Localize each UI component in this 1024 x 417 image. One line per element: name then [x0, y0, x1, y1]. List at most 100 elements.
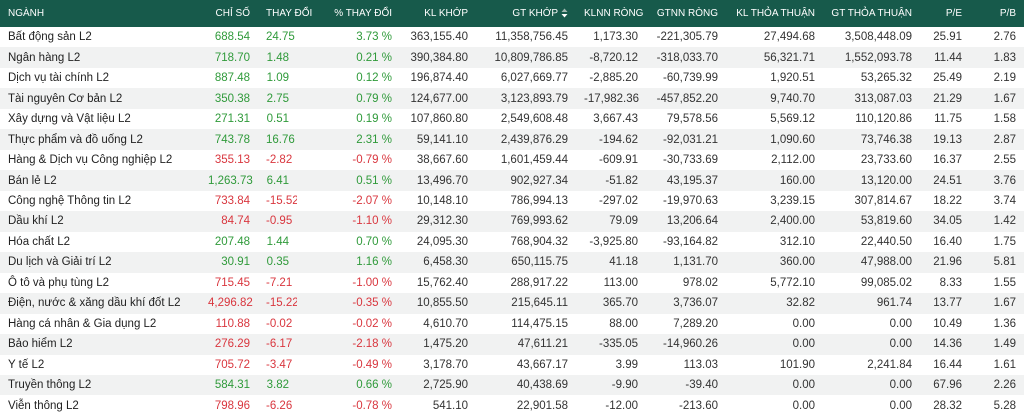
cell: 24.75 — [266, 31, 295, 44]
cell: 3,736.07 — [646, 293, 726, 314]
industry-name: Dịch vụ tài chính L2 — [8, 72, 110, 85]
cell: 363,155.40 — [410, 31, 468, 44]
column-header[interactable]: P/B — [970, 0, 1024, 27]
cell: 124,677.00 — [400, 88, 476, 109]
cell: -2.07 % — [352, 194, 392, 207]
column-header-label: GT KHỚP — [512, 8, 558, 19]
cell: 10.49 — [933, 317, 962, 330]
table-row: Thực phẩm và đồ uống L2 743.78 16.76 2.31 %… — [0, 129, 1024, 150]
column-header[interactable]: KL THỎA THUẬN — [726, 0, 823, 27]
cell: 1,920.51 — [770, 72, 815, 85]
cell: 2.26 — [970, 374, 1024, 396]
cell: 47,611.21 — [476, 334, 576, 355]
cell: 53,819.60 — [823, 211, 920, 232]
cell: 2,439,876.29 — [476, 129, 576, 150]
cell: 73,746.38 — [823, 129, 920, 150]
cell: 14.36 — [920, 334, 970, 355]
cell: -0.02 — [266, 317, 293, 330]
cell: 743.78 — [200, 129, 258, 150]
column-header[interactable]: P/E — [920, 0, 970, 27]
industry-name: Hàng & Dịch vụ Công nghiệp L2 — [8, 154, 173, 167]
cell: 10,855.50 — [400, 293, 476, 314]
cell: 3.73 % — [356, 31, 392, 44]
column-header[interactable]: CHỈ SỐ — [200, 0, 258, 27]
cell: 1.58 — [993, 113, 1016, 126]
cell: 107,860.80 — [410, 113, 468, 126]
column-header[interactable]: GT THỎA THUẬN — [823, 0, 920, 27]
cell: 390,384.80 — [400, 47, 476, 68]
cell: 3.76 — [970, 170, 1024, 191]
cell: -60,739.99 — [663, 72, 718, 85]
column-header[interactable]: KLNN RÒNG — [576, 0, 646, 27]
table-row: Truyền thông L2 584.31 3.82 0.66 % 2,725.90 4… — [0, 374, 1024, 396]
cell: 38,667.60 — [416, 154, 468, 167]
column-header-label: THAY ĐỔI — [266, 8, 313, 19]
cell: 288,917.22 — [510, 276, 568, 289]
cell: 1,131.70 — [646, 252, 726, 273]
column-header[interactable]: GTNN RÒNG — [646, 0, 726, 27]
cell: 350.38 — [200, 88, 258, 109]
industry-name: Du lịch và Giải trí L2 — [0, 252, 200, 273]
cell: 7,289.20 — [673, 317, 718, 330]
cell: 22,901.58 — [516, 399, 568, 412]
cell: 313,087.03 — [823, 88, 920, 109]
cell: 1,601,459.44 — [500, 154, 568, 167]
cell: 2,241.84 — [867, 358, 912, 371]
cell: 24.51 — [920, 170, 970, 191]
cell: 2.31 % — [297, 129, 400, 150]
cell: 32.82 — [726, 293, 823, 314]
column-header[interactable]: KL KHỚP — [400, 0, 476, 27]
cell: 0.79 % — [297, 88, 400, 109]
industry-name: Truyền thông L2 — [0, 374, 200, 396]
cell: 41.18 — [576, 252, 646, 273]
industry-name: Ô tô và phụ tùng L2 — [8, 276, 110, 289]
cell: 768,904.32 — [510, 235, 568, 248]
industry-name: Bất động sản L2 — [8, 31, 92, 44]
industry-name: Viễn thông L2 — [8, 399, 79, 412]
cell: 0.00 — [889, 399, 912, 412]
cell: 3,667.43 — [593, 113, 638, 126]
cell: 215,645.11 — [476, 293, 576, 314]
column-header[interactable]: NGÀNH — [0, 0, 200, 27]
cell: -194.62 — [576, 129, 646, 150]
cell: 5,772.10 — [770, 276, 815, 289]
cell: 0.70 % — [356, 235, 392, 248]
cell: -51.82 — [576, 170, 646, 191]
table-row: Viễn thông L2 798.96 -6.26 -0.78 % 541.10 22,… — [0, 395, 1024, 415]
cell: 9,740.70 — [726, 88, 823, 109]
cell: 3.82 — [258, 374, 297, 396]
industry-name: Ngân hàng L2 — [0, 47, 200, 68]
cell: 88.00 — [609, 317, 638, 330]
cell: 16.37 — [933, 154, 962, 167]
cell: 114,475.15 — [511, 317, 568, 330]
cell: 59,141.10 — [400, 129, 476, 150]
cell: -213.60 — [678, 399, 718, 412]
cell: 705.72 — [214, 358, 250, 371]
cell: 5,569.12 — [770, 113, 815, 126]
cell: -3.47 — [266, 358, 293, 371]
cell: -221,305.79 — [656, 31, 718, 44]
cell: -19,970.63 — [663, 194, 718, 207]
cell: 688.54 — [214, 31, 250, 44]
cell: 8.33 — [939, 276, 962, 289]
cell: 22,440.50 — [860, 235, 912, 248]
cell: 3,508,448.09 — [844, 31, 912, 44]
cell: 47,988.00 — [823, 252, 920, 273]
cell: 4,296.82 — [200, 293, 258, 314]
cell: 34.05 — [920, 211, 970, 232]
column-header[interactable]: GT KHỚP — [476, 0, 576, 27]
cell: 2,549,608.48 — [500, 113, 568, 126]
column-header[interactable]: % THAY ĐỔI — [297, 0, 400, 27]
column-header[interactable]: THAY ĐỔI — [258, 0, 312, 27]
cell: 0.21 % — [297, 47, 400, 68]
cell: -15.22 — [258, 293, 297, 314]
cell: 1,263.73 — [200, 170, 258, 191]
cell: 2,725.90 — [400, 374, 476, 396]
sort-icon[interactable] — [561, 8, 568, 18]
cell: 18.22 — [933, 194, 962, 207]
cell: 1.49 — [970, 334, 1024, 355]
table-body: Bất động sản L2 688.54 24.75 3.73 % 363,155.… — [0, 27, 1024, 416]
cell: 650,115.75 — [476, 252, 576, 273]
cell: 28.32 — [933, 399, 962, 412]
